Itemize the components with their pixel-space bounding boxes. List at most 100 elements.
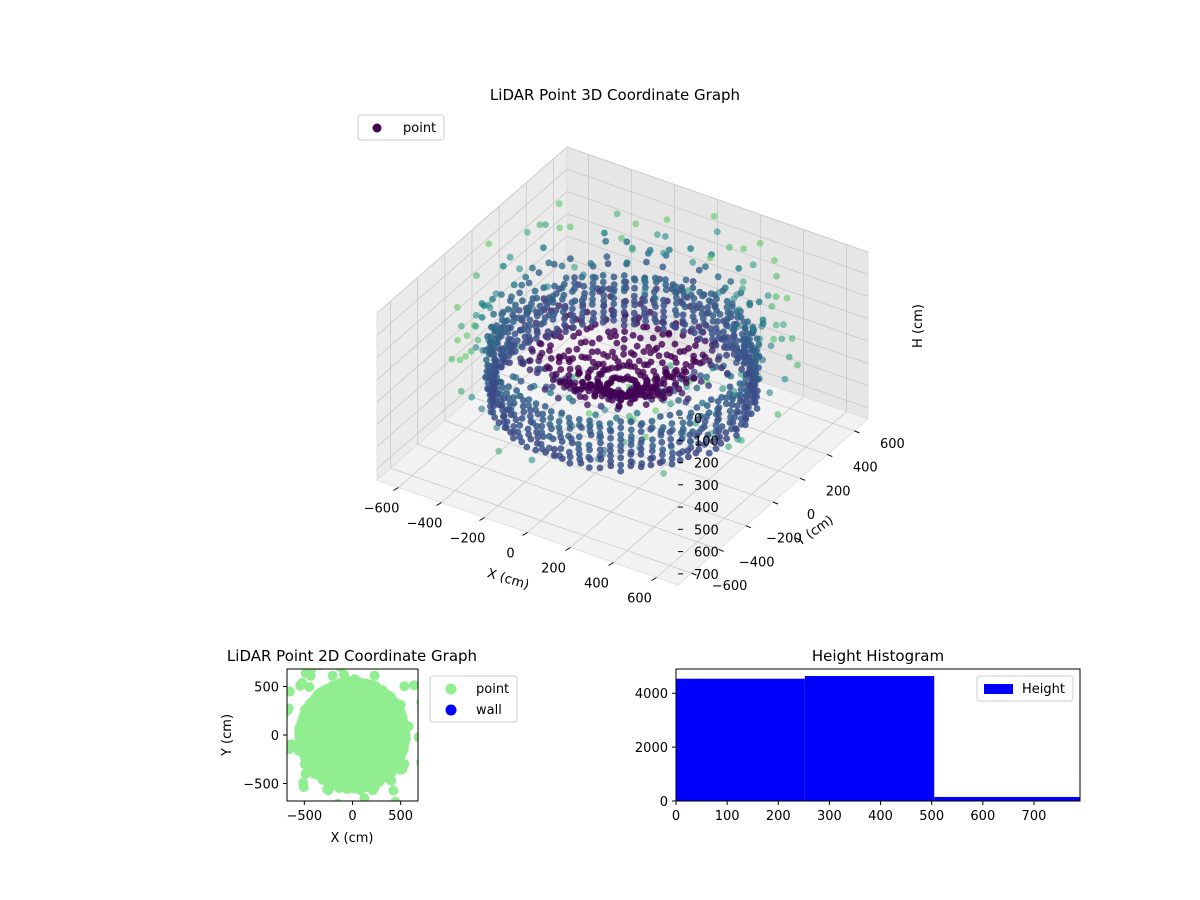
scatter3d-point	[581, 394, 589, 401]
scatter3d-point	[507, 336, 515, 343]
scatter3d-point	[656, 459, 664, 467]
scatter3d-x-tick	[651, 577, 657, 581]
scatter3d-point	[712, 363, 720, 371]
scatter3d-point	[723, 297, 731, 305]
scatter3d-point	[738, 366, 746, 373]
scatter3d-point	[552, 330, 560, 338]
scatter3d-point	[569, 317, 577, 325]
scatter2d-points	[287, 669, 418, 801]
scatter3d-point	[544, 333, 552, 341]
scatter3d-point	[715, 409, 723, 417]
scatter2d-point	[335, 669, 346, 673]
scatter3d-point	[767, 342, 775, 350]
scatter3d-point	[503, 389, 511, 397]
scatter3d-point	[467, 347, 475, 355]
scatter3d-point	[679, 419, 687, 427]
scatter3d-gridline	[376, 191, 568, 358]
scatter3d-point	[551, 282, 558, 290]
scatter3d-point	[665, 246, 673, 254]
scatter3d-point	[701, 418, 709, 425]
scatter3d-point	[566, 223, 574, 231]
scatter3d-point	[606, 442, 614, 450]
scatter3d-point	[552, 370, 560, 378]
scatter3d-gridline	[566, 146, 869, 253]
scatter3d-point	[522, 273, 530, 281]
scatter3d-point	[734, 313, 742, 321]
scatter3d-point	[509, 373, 517, 380]
scatter3d-point	[560, 352, 568, 360]
scatter3d-point	[642, 317, 650, 325]
scatter3d-y-tick	[718, 548, 724, 552]
scatter3d-point	[517, 377, 525, 385]
scatter3d-point	[505, 383, 512, 390]
scatter3d-point	[675, 397, 682, 404]
scatter3d-point	[722, 429, 730, 436]
scatter3d-point	[610, 316, 617, 324]
scatter3d-point	[673, 311, 680, 319]
scatter3d-y-tick-label: 600	[880, 437, 905, 452]
scatter3d-point	[569, 288, 576, 295]
scatter3d-point	[618, 234, 625, 242]
scatter3d-point	[613, 339, 621, 347]
scatter3d-point	[666, 362, 674, 370]
scatter3d-point	[559, 284, 566, 292]
scatter3d-point	[485, 301, 492, 309]
scatter3d-point	[589, 285, 597, 292]
histogram-bar	[676, 678, 805, 801]
scatter3d-point	[641, 276, 648, 284]
scatter3d-point	[506, 359, 513, 367]
scatter3d-point	[650, 288, 658, 296]
scatter3d-point	[690, 374, 698, 382]
scatter2d-point	[334, 783, 345, 794]
scatter3d-point	[631, 301, 639, 309]
histogram-panel: Height Histogram 0 100 200 300 400 500 600 7000…	[635, 647, 1081, 824]
scatter3d-point	[457, 387, 465, 395]
scatter3d-point	[672, 366, 680, 374]
scatter3d-point	[589, 279, 597, 287]
scatter3d-point	[499, 407, 506, 414]
scatter3d-point	[490, 345, 498, 352]
histogram-y-tick-label: 2000	[635, 741, 668, 756]
scatter3d-title: LiDAR Point 3D Coordinate Graph	[490, 86, 740, 104]
scatter3d-point	[774, 411, 782, 418]
scatter3d-point	[496, 401, 503, 409]
scatter3d-point	[623, 238, 631, 246]
scatter2d-point	[295, 680, 306, 691]
scatter3d-point	[660, 319, 668, 327]
scatter3d-point	[518, 343, 526, 351]
scatter3d-point	[660, 308, 667, 315]
scatter2d-legend-label-wall: wall	[476, 703, 502, 718]
scatter3d-point	[640, 348, 648, 356]
scatter3d-point	[727, 278, 735, 285]
scatter3d-point	[686, 437, 694, 445]
scatter3d-point	[690, 368, 698, 376]
scatter3d-point	[599, 318, 607, 326]
scatter3d-point	[512, 301, 519, 309]
scatter3d-point	[525, 339, 532, 346]
scatter3d-point	[766, 389, 774, 397]
scatter3d-point	[472, 344, 480, 351]
scatter3d-point	[607, 434, 614, 442]
scatter3d-point	[558, 409, 566, 417]
scatter3d-point	[596, 424, 604, 431]
scatter3d-point	[699, 292, 706, 300]
scatter3d-point	[539, 410, 547, 418]
scatter3d-z-tick-label: 400	[694, 501, 719, 516]
scatter3d-point	[621, 328, 628, 335]
scatter3d-point	[642, 312, 649, 320]
scatter3d-point	[692, 358, 699, 366]
scatter2d-point	[309, 769, 320, 779]
scatter3d-point	[759, 316, 767, 324]
scatter3d-point	[662, 365, 669, 373]
scatter3d-point	[737, 371, 745, 378]
scatter3d-point	[506, 400, 514, 407]
scatter3d-point	[545, 259, 553, 267]
scatter3d-point	[780, 321, 787, 328]
scatter3d-point	[720, 328, 727, 336]
scatter3d-point	[562, 274, 570, 282]
scatter3d-point	[527, 384, 534, 391]
scatter3d-point	[591, 392, 599, 400]
scatter3d-point	[652, 407, 660, 414]
scatter3d-point	[587, 456, 594, 463]
scatter3d-point	[629, 332, 637, 339]
